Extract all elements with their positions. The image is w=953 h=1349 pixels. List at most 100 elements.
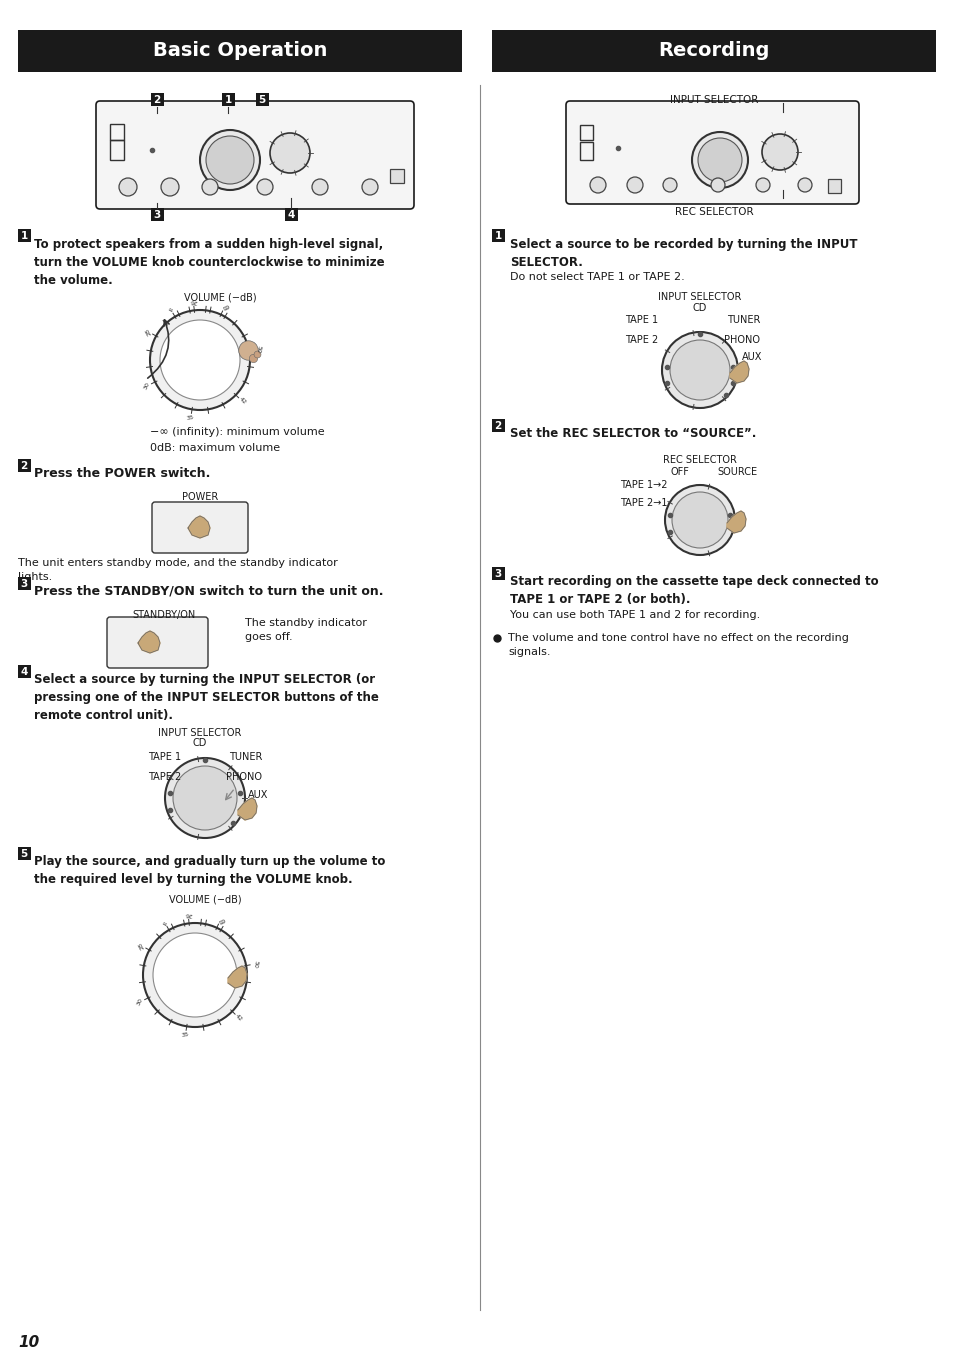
Text: Recording: Recording xyxy=(658,42,769,61)
Text: 1: 1 xyxy=(224,94,232,105)
Text: Set the REC SELECTOR to “SOURCE”.: Set the REC SELECTOR to “SOURCE”. xyxy=(510,428,756,440)
Text: 28: 28 xyxy=(144,326,152,336)
Bar xyxy=(492,420,504,432)
Circle shape xyxy=(165,758,245,838)
Text: VOLUME (−dB): VOLUME (−dB) xyxy=(169,894,241,905)
Text: The unit enters standby mode, and the standby indicator
lights.: The unit enters standby mode, and the st… xyxy=(18,558,337,581)
Circle shape xyxy=(691,132,747,188)
Bar xyxy=(222,93,234,107)
FancyBboxPatch shape xyxy=(96,101,414,209)
Circle shape xyxy=(710,178,724,192)
Bar xyxy=(255,93,269,107)
Bar xyxy=(18,459,30,472)
Circle shape xyxy=(626,177,642,193)
Text: 26: 26 xyxy=(189,298,197,305)
Circle shape xyxy=(270,134,310,173)
Bar xyxy=(492,567,504,580)
Text: 5: 5 xyxy=(20,849,28,859)
Circle shape xyxy=(761,134,797,170)
Text: AUX: AUX xyxy=(248,791,268,800)
Text: TAPE 1→2: TAPE 1→2 xyxy=(619,480,667,490)
Circle shape xyxy=(202,179,218,196)
Text: INPUT SELECTOR: INPUT SELECTOR xyxy=(669,94,758,105)
Text: TAPE 1: TAPE 1 xyxy=(148,751,181,762)
Circle shape xyxy=(661,332,738,407)
Circle shape xyxy=(669,340,729,401)
Text: 4: 4 xyxy=(20,666,28,677)
Circle shape xyxy=(662,178,677,192)
Text: 30: 30 xyxy=(136,997,144,1006)
Circle shape xyxy=(206,136,253,183)
Text: 65: 65 xyxy=(215,916,225,924)
Bar xyxy=(18,665,30,679)
Polygon shape xyxy=(138,631,160,653)
Bar xyxy=(492,229,504,241)
Circle shape xyxy=(361,179,377,196)
Text: 65: 65 xyxy=(220,302,229,310)
Text: CD: CD xyxy=(692,304,706,313)
Text: 2: 2 xyxy=(20,461,28,471)
Polygon shape xyxy=(726,511,745,533)
Bar xyxy=(285,208,297,221)
Text: ∞: ∞ xyxy=(161,919,168,925)
Bar xyxy=(18,577,30,590)
Circle shape xyxy=(797,178,811,192)
Text: STANDBY/ON: STANDBY/ON xyxy=(132,610,195,621)
Bar xyxy=(18,847,30,861)
Text: REC SELECTOR: REC SELECTOR xyxy=(674,206,753,217)
Text: TAPE 1: TAPE 1 xyxy=(624,316,658,325)
Text: VOLUME (−dB): VOLUME (−dB) xyxy=(184,291,256,302)
Bar xyxy=(18,229,30,241)
Bar xyxy=(18,30,461,71)
Text: TAPE 2: TAPE 2 xyxy=(624,335,658,345)
Bar xyxy=(151,208,164,221)
Bar xyxy=(579,142,593,161)
Text: You can use both TAPE 1 and 2 for recording.: You can use both TAPE 1 and 2 for record… xyxy=(510,610,760,621)
Text: 3: 3 xyxy=(153,210,160,220)
Text: Press the STANDBY/ON switch to turn the unit on.: Press the STANDBY/ON switch to turn the … xyxy=(34,585,383,598)
Text: SOURCE: SOURCE xyxy=(717,467,758,478)
Text: Select a source by turning the INPUT SELECTOR (or
pressing one of the INPUT SELE: Select a source by turning the INPUT SEL… xyxy=(34,673,378,722)
Text: ∞: ∞ xyxy=(167,305,173,313)
Bar xyxy=(151,93,164,107)
Circle shape xyxy=(200,130,260,190)
Text: 35: 35 xyxy=(186,415,194,421)
Text: AUX: AUX xyxy=(740,352,761,362)
Text: Start recording on the cassette tape deck connected to
TAPE 1 or TAPE 2 (or both: Start recording on the cassette tape dec… xyxy=(510,575,878,606)
Circle shape xyxy=(150,310,250,410)
Text: PHONO: PHONO xyxy=(723,335,760,345)
Polygon shape xyxy=(228,966,247,987)
Text: 3: 3 xyxy=(494,569,501,579)
Text: 50: 50 xyxy=(254,345,261,353)
Text: INPUT SELECTOR: INPUT SELECTOR xyxy=(158,728,241,738)
Text: PHONO: PHONO xyxy=(226,772,262,782)
Text: 3: 3 xyxy=(20,579,28,590)
Text: 0dB: maximum volume: 0dB: maximum volume xyxy=(150,442,280,453)
Text: Select a source to be recorded by turning the INPUT
SELECTOR.: Select a source to be recorded by turnin… xyxy=(510,237,857,268)
Text: The standby indicator
goes off.: The standby indicator goes off. xyxy=(245,618,367,642)
Text: Do not select TAPE 1 or TAPE 2.: Do not select TAPE 1 or TAPE 2. xyxy=(510,272,684,282)
Text: 10: 10 xyxy=(18,1336,39,1349)
Bar xyxy=(110,124,124,140)
Circle shape xyxy=(698,138,741,182)
Text: 26: 26 xyxy=(184,912,193,917)
Text: TUNER: TUNER xyxy=(726,316,760,325)
Bar xyxy=(492,30,935,71)
Circle shape xyxy=(152,934,236,1017)
Polygon shape xyxy=(188,517,210,538)
Text: 35: 35 xyxy=(181,1032,190,1039)
Bar xyxy=(110,140,124,161)
Text: REC SELECTOR: REC SELECTOR xyxy=(662,455,736,465)
Text: TUNER: TUNER xyxy=(229,751,262,762)
Bar xyxy=(390,169,403,183)
Circle shape xyxy=(161,178,179,196)
Text: 42: 42 xyxy=(233,1013,243,1023)
Text: 2: 2 xyxy=(494,421,501,430)
Circle shape xyxy=(143,923,247,1027)
Circle shape xyxy=(172,766,236,830)
Polygon shape xyxy=(729,362,748,383)
Circle shape xyxy=(256,179,273,196)
Text: 1: 1 xyxy=(20,231,28,241)
Circle shape xyxy=(589,177,605,193)
Text: To protect speakers from a sudden high-level signal,
turn the VOLUME knob counte: To protect speakers from a sudden high-l… xyxy=(34,237,384,287)
